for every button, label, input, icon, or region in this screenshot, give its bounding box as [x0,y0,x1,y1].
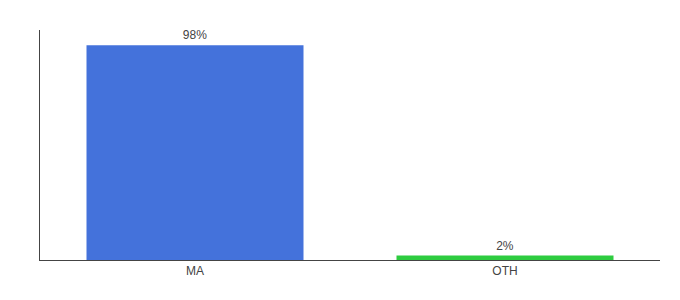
svg-text:98%: 98% [183,28,207,42]
svg-text:OTH: OTH [492,264,517,278]
svg-text:2%: 2% [496,239,514,253]
svg-text:MA: MA [186,264,204,278]
